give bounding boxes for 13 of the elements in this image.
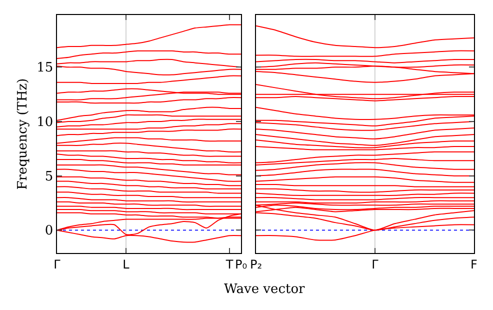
x-axis-title: Wave vector: [224, 282, 306, 297]
x-tick-label: Γ: [372, 258, 379, 272]
y-tick-label: 0: [44, 224, 54, 239]
x-tick-label: P₀: [234, 258, 248, 272]
y-tick-label: 5: [44, 169, 54, 184]
x-tick-label: L: [122, 258, 130, 272]
x-tick-label: T: [224, 258, 234, 272]
x-tick-label: P₂: [250, 258, 262, 272]
y-tick-label: 15: [36, 60, 54, 76]
x-tick-label: Γ: [54, 258, 61, 272]
y-tick-label: 10: [36, 115, 54, 130]
y-axis-title: Frequency (THz): [16, 78, 31, 190]
x-tick-label: F: [470, 258, 478, 272]
